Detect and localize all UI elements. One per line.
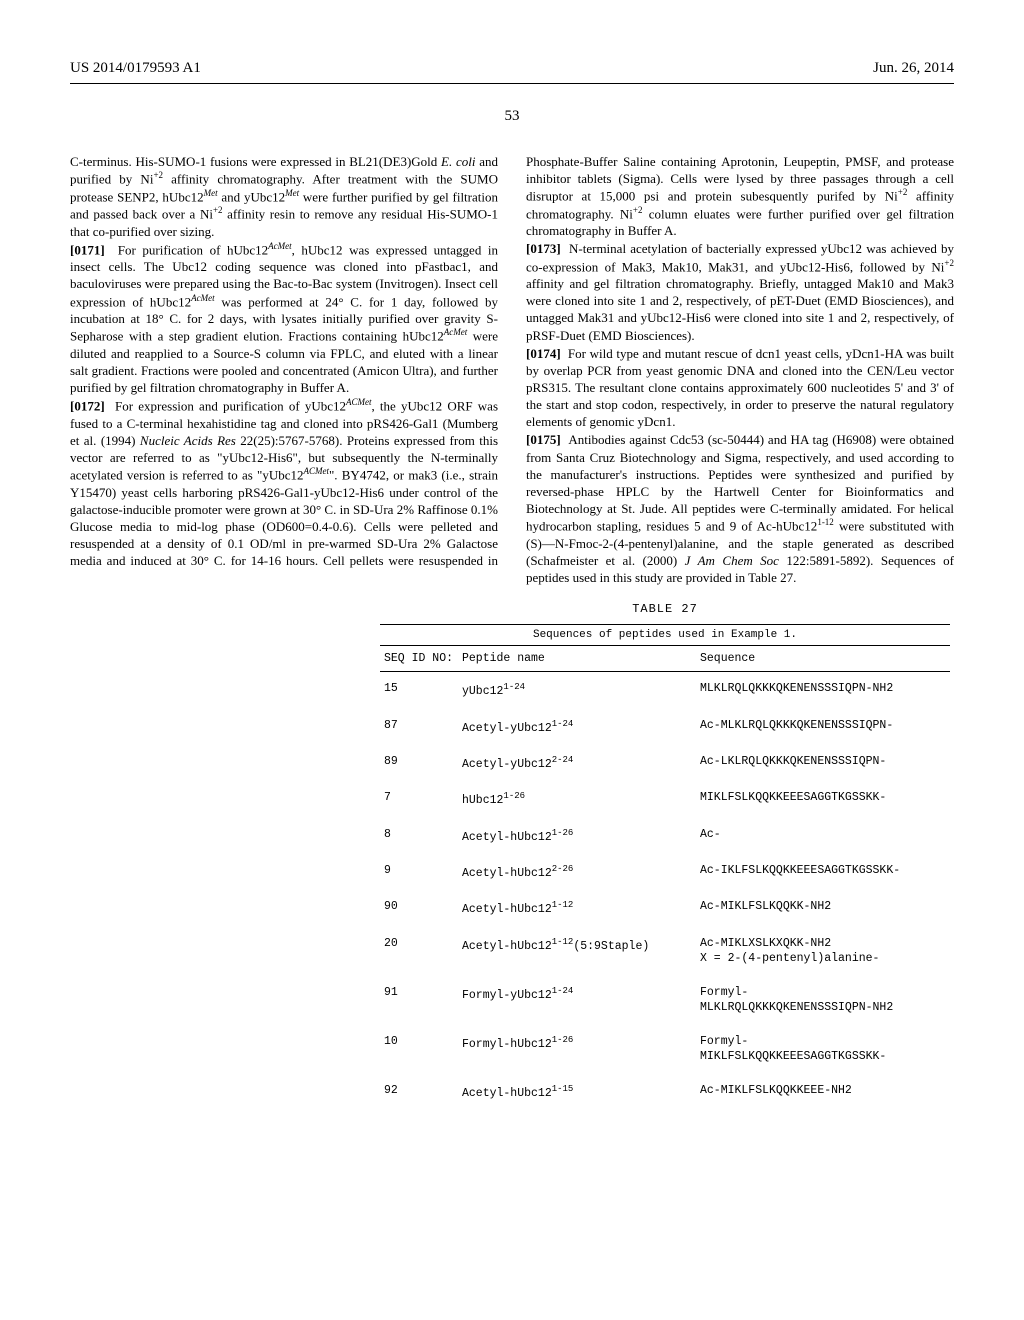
table-caption: Sequences of peptides used in Example 1. [380,625,950,646]
cell-sequence: Ac-IKLFSLKQQKKEEESAGGTKGSSKK- [696,854,950,890]
cell-peptide-name: Formyl-yUbc121-24 [458,976,696,1025]
page-number: 53 [70,108,954,125]
cell-peptide-name: Acetyl-yUbc121-24 [458,709,696,745]
cell-sequence: Ac-MLKLRQLQKKKQKENENSSSIQPN- [696,709,950,745]
header-left: US 2014/0179593 A1 [70,60,201,77]
cell-sequence: Ac-MIKLFSLKQQKKEEE-NH2 [696,1074,950,1110]
cell-sequence: MLKLRQLQKKKQKENENSSSIQPN-NH2 [696,672,950,709]
table-header-row: SEQ ID NO: Peptide name Sequence [380,646,950,672]
cell-peptide-name: Acetyl-hUbc121-12(5:9Staple) [458,927,696,976]
cell-peptide-name: Acetyl-hUbc122-26 [458,854,696,890]
table-row: 90Acetyl-hUbc121-12Ac-MIKLFSLKQQKK-NH2 [380,890,950,926]
cell-sequence: Ac-MIKLFSLKQQKK-NH2 [696,890,950,926]
cell-seqid: 87 [380,709,458,745]
cell-peptide-name: Acetyl-hUbc121-12 [458,890,696,926]
table-row: 10Formyl-hUbc121-26Formyl-MIKLFSLKQQKKEE… [380,1025,950,1074]
cell-seqid: 10 [380,1025,458,1074]
header-right: Jun. 26, 2014 [873,60,954,77]
cell-sequence: Ac-MIKLXSLKXQKK-NH2X = 2-(4-pentenyl)ala… [696,927,950,976]
col-sequence: Sequence [696,646,950,672]
cell-seqid: 8 [380,818,458,854]
cell-seqid: 7 [380,781,458,817]
cell-seqid: 90 [380,890,458,926]
cell-peptide-name: yUbc121-24 [458,672,696,709]
cell-sequence: Formyl-MIKLFSLKQQKKEEESAGGTKGSSKK- [696,1025,950,1074]
cell-sequence: Ac- [696,818,950,854]
col-seqid: SEQ ID NO: [380,646,458,672]
table-row: 91Formyl-yUbc121-24Formyl-MLKLRQLQKKKQKE… [380,976,950,1025]
col-peptide-name: Peptide name [458,646,696,672]
table-row: 9Acetyl-hUbc122-26Ac-IKLFSLKQQKKEEESAGGT… [380,854,950,890]
cell-peptide-name: hUbc121-26 [458,781,696,817]
cell-peptide-name: Formyl-hUbc121-26 [458,1025,696,1074]
cell-sequence: MIKLFSLKQQKKEEESAGGTKGSSKK- [696,781,950,817]
body-columns: C-terminus. His-SUMO-1 fusions were expr… [70,153,954,586]
table-row: 20Acetyl-hUbc121-12(5:9Staple)Ac-MIKLXSL… [380,927,950,976]
table-row: 89Acetyl-yUbc122-24Ac-LKLRQLQKKKQKENENSS… [380,745,950,781]
table-27: TABLE 27 Sequences of peptides used in E… [380,602,950,1110]
page-header: US 2014/0179593 A1 Jun. 26, 2014 [70,60,954,77]
peptide-table: Sequences of peptides used in Example 1.… [380,624,950,1110]
cell-seqid: 9 [380,854,458,890]
paragraph: [0175] Antibodies against Cdc53 (sc-5044… [526,431,954,586]
cell-seqid: 89 [380,745,458,781]
cell-seqid: 92 [380,1074,458,1110]
table-row: 15yUbc121-24MLKLRQLQKKKQKENENSSSIQPN-NH2 [380,672,950,709]
cell-peptide-name: Acetyl-yUbc122-24 [458,745,696,781]
table-row: 7hUbc121-26MIKLFSLKQQKKEEESAGGTKGSSKK- [380,781,950,817]
cell-peptide-name: Acetyl-hUbc121-26 [458,818,696,854]
table-row: 8Acetyl-hUbc121-26Ac- [380,818,950,854]
paragraph: [0174] For wild type and mutant rescue o… [526,345,954,431]
table-caption-row: Sequences of peptides used in Example 1. [380,625,950,646]
cell-peptide-name: Acetyl-hUbc121-15 [458,1074,696,1110]
paragraph: [0171] For purification of hUbc12AcMet, … [70,241,498,396]
cell-sequence: Formyl-MLKLRQLQKKKQKENENSSSIQPN-NH2 [696,976,950,1025]
table-row: 92Acetyl-hUbc121-15Ac-MIKLFSLKQQKKEEE-NH… [380,1074,950,1110]
table-row: 87Acetyl-yUbc121-24Ac-MLKLRQLQKKKQKENENS… [380,709,950,745]
table-body: 15yUbc121-24MLKLRQLQKKKQKENENSSSIQPN-NH2… [380,672,950,1110]
paragraph: [0173] N-terminal acetylation of bacteri… [526,240,954,343]
table-label: TABLE 27 [380,602,950,616]
cell-sequence: Ac-LKLRQLQKKKQKENENSSSIQPN- [696,745,950,781]
cell-seqid: 20 [380,927,458,976]
page: US 2014/0179593 A1 Jun. 26, 2014 53 C-te… [0,0,1024,1320]
cell-seqid: 91 [380,976,458,1025]
cell-seqid: 15 [380,672,458,709]
header-rule [70,83,954,84]
paragraph: C-terminus. His-SUMO-1 fusions were expr… [70,153,498,240]
